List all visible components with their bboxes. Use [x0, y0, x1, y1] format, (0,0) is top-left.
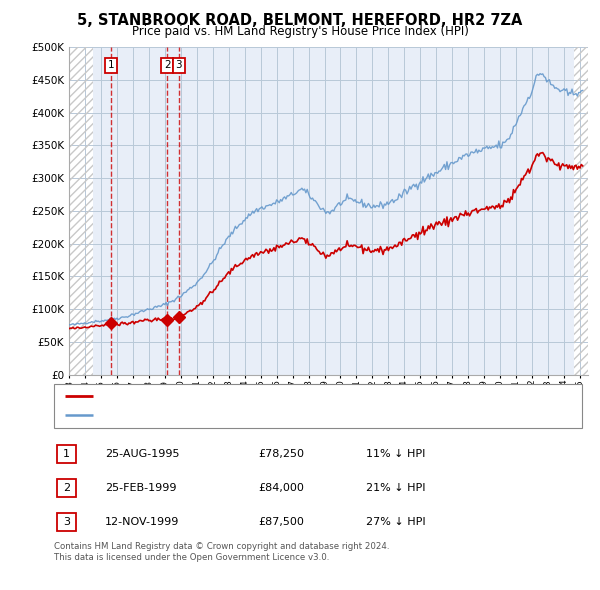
Text: £78,250: £78,250: [258, 449, 304, 458]
Text: 3: 3: [63, 517, 70, 527]
Text: Price paid vs. HM Land Registry's House Price Index (HPI): Price paid vs. HM Land Registry's House …: [131, 25, 469, 38]
Text: 21% ↓ HPI: 21% ↓ HPI: [366, 483, 425, 493]
Text: 27% ↓ HPI: 27% ↓ HPI: [366, 517, 425, 527]
Text: 2: 2: [63, 483, 70, 493]
Text: 3: 3: [175, 60, 182, 70]
Text: 2: 2: [164, 60, 170, 70]
Text: HPI: Average price, detached house, Herefordshire: HPI: Average price, detached house, Here…: [96, 411, 349, 420]
Text: 11% ↓ HPI: 11% ↓ HPI: [366, 449, 425, 458]
Text: 5, STANBROOK ROAD, BELMONT, HEREFORD, HR2 7ZA (detached house): 5, STANBROOK ROAD, BELMONT, HEREFORD, HR…: [96, 391, 460, 401]
Bar: [69, 47, 93, 375]
Bar: [69, 47, 93, 375]
Text: 12-NOV-1999: 12-NOV-1999: [105, 517, 179, 527]
Text: 1: 1: [63, 449, 70, 458]
Text: £87,500: £87,500: [258, 517, 304, 527]
Text: 1: 1: [108, 60, 115, 70]
Text: 5, STANBROOK ROAD, BELMONT, HEREFORD, HR2 7ZA: 5, STANBROOK ROAD, BELMONT, HEREFORD, HR…: [77, 13, 523, 28]
Text: 25-AUG-1995: 25-AUG-1995: [105, 449, 179, 458]
Text: Contains HM Land Registry data © Crown copyright and database right 2024.
This d: Contains HM Land Registry data © Crown c…: [54, 542, 389, 562]
Text: £84,000: £84,000: [258, 483, 304, 493]
Bar: [574, 47, 588, 375]
Text: 25-FEB-1999: 25-FEB-1999: [105, 483, 176, 493]
Bar: [574, 47, 588, 375]
